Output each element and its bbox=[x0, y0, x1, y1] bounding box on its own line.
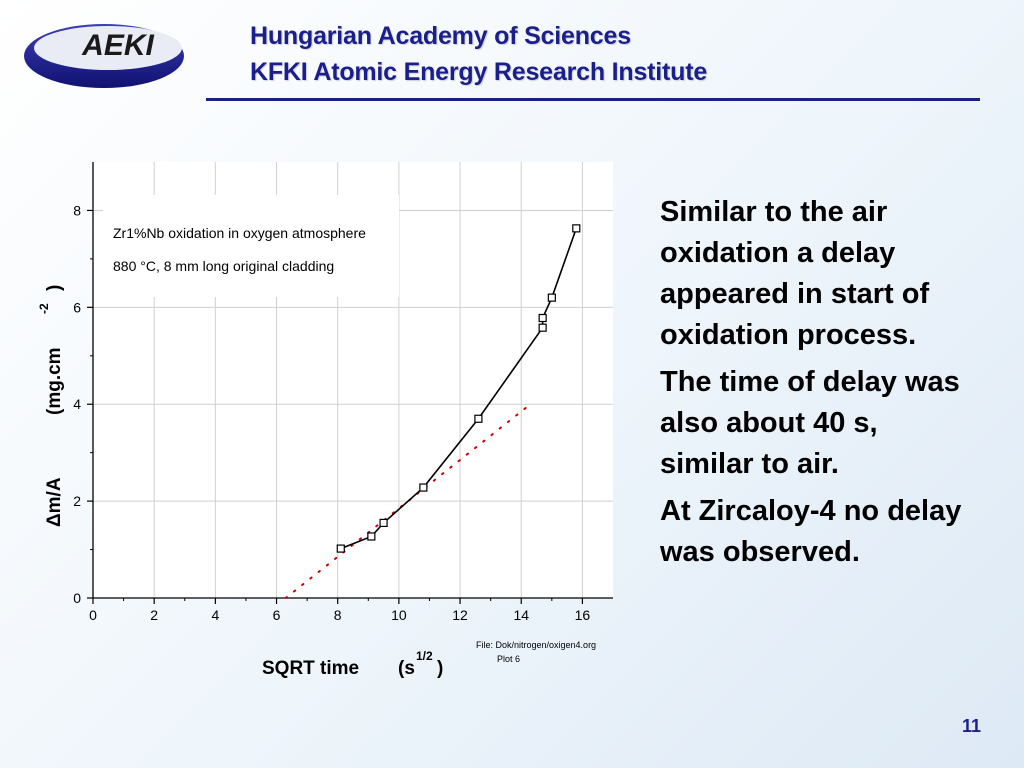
data-point bbox=[379, 518, 388, 528]
y-axis-unit-close: ) bbox=[44, 285, 65, 291]
y-axis-unit: (mg.cm bbox=[44, 347, 65, 415]
x-tick-label: 0 bbox=[89, 607, 97, 623]
data-point bbox=[547, 293, 556, 302]
header-line-1: Hungarian Academy of Sciences bbox=[250, 22, 631, 50]
y-tick-label: 0 bbox=[73, 590, 81, 606]
data-series bbox=[336, 224, 581, 553]
x-axis-unit: (s bbox=[398, 658, 415, 679]
x-axis-label: SQRT time bbox=[262, 658, 359, 679]
data-point bbox=[572, 224, 581, 233]
y-axis-unit-exponent: -2 bbox=[37, 303, 51, 314]
plot-note: Plot 6 bbox=[497, 654, 520, 664]
x-tick-label: 10 bbox=[391, 607, 407, 623]
y-axis-label: Δm/A bbox=[44, 477, 65, 527]
legend-line-1: Zr1%Nb oxidation in oxygen atmosphere bbox=[113, 225, 366, 241]
x-axis-unit-exponent: 1/2 bbox=[416, 649, 433, 663]
y-axis-label-group: Δm/A (mg.cm -2 ) bbox=[37, 285, 65, 527]
y-tick-label: 4 bbox=[73, 396, 81, 412]
legend-line-2: 880 °C, 8 mm long original cladding bbox=[113, 258, 334, 274]
x-tick-label: 14 bbox=[513, 607, 529, 623]
logo-text: AEKI bbox=[81, 29, 154, 62]
x-tick-label: 12 bbox=[452, 607, 468, 623]
y-tick-label: 8 bbox=[73, 202, 81, 218]
fit-line-dotted bbox=[284, 403, 532, 599]
data-point bbox=[419, 483, 428, 492]
bullet-2: The time of delay was also about 40 s, s… bbox=[660, 366, 960, 480]
ticks: 0 2 4 6 8 10 12 14 16 0 2 4 6 8 bbox=[73, 202, 590, 623]
header-line-2: KFKI Atomic Energy Research Institute bbox=[250, 58, 708, 86]
legend-box bbox=[103, 195, 399, 297]
data-point bbox=[336, 544, 345, 553]
x-tick-label: 2 bbox=[150, 607, 158, 623]
x-tick-label: 16 bbox=[575, 607, 591, 623]
y-tick-label: 2 bbox=[73, 493, 81, 509]
y-tick-label: 6 bbox=[73, 299, 81, 315]
x-axis-unit-close: ) bbox=[437, 658, 443, 679]
fit-line bbox=[284, 403, 532, 599]
aeki-logo: AEKI bbox=[24, 24, 184, 88]
x-tick-label: 8 bbox=[334, 607, 342, 623]
bullet-text: Similar to the air oxidation a delay app… bbox=[660, 192, 970, 579]
bullet-1: Similar to the air oxidation a delay app… bbox=[660, 196, 930, 351]
x-tick-label: 4 bbox=[211, 607, 219, 623]
axes bbox=[92, 162, 613, 599]
data-point bbox=[538, 313, 547, 323]
x-tick-label: 6 bbox=[273, 607, 281, 623]
data-point bbox=[538, 323, 547, 332]
data-point bbox=[474, 414, 483, 423]
bullet-3: At Zircaloy-4 no delay was observed. bbox=[660, 495, 962, 568]
file-note: File: Dok/nitrogen/oxigen4.org bbox=[476, 640, 596, 650]
oxidation-chart: 0 2 4 6 8 10 12 14 16 0 2 4 6 8 Zr1%Nb oxidation in o… bbox=[37, 162, 613, 679]
data-point bbox=[367, 532, 376, 541]
page-number: 11 bbox=[962, 716, 982, 736]
header-divider bbox=[206, 98, 980, 101]
